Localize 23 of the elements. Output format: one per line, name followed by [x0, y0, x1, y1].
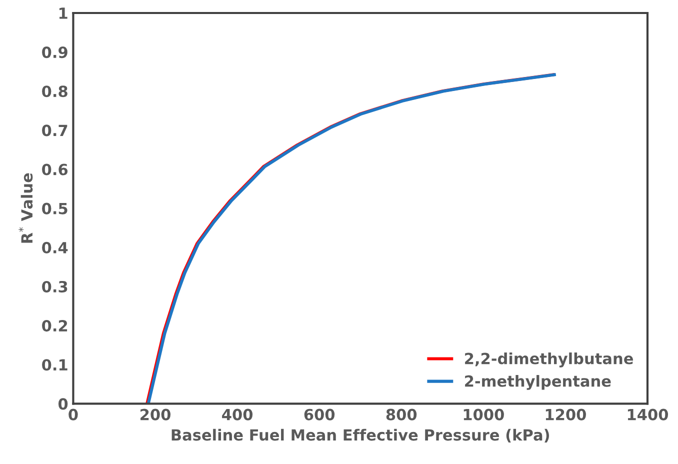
x-tick-label: 0 [68, 408, 78, 420]
legend-label: 2-methylpentane [465, 375, 611, 390]
y-tick-label: 0.9 [42, 46, 68, 58]
x-tick-label: 1200 [546, 408, 586, 420]
x-tick-label: 1000 [464, 408, 504, 420]
x-tick-label: 400 [222, 408, 253, 420]
y-tick-label: 0.7 [42, 124, 68, 136]
y-tick-label: 0.2 [42, 320, 68, 332]
legend-label: 2,2-dimethylbutane [465, 352, 634, 368]
y-tick-label: 0.3 [42, 280, 68, 292]
y-tick-label: 0.1 [42, 359, 68, 371]
x-axis-title: Baseline Fuel Mean Effective Pressure (kPa) [172, 428, 549, 443]
y-tick-label: 1 [59, 8, 68, 19]
y-tick-label: 0.5 [42, 202, 68, 214]
y-tick-label: 0.8 [42, 86, 68, 98]
x-tick-label: 200 [140, 408, 170, 420]
y-axis-title: R$^{*}$ Value [18, 173, 33, 243]
x-tick-label: 600 [304, 408, 335, 420]
x-tick-label: 800 [386, 408, 417, 420]
x-tick-label: 1400 [628, 408, 668, 420]
y-tick-label: 0.4 [42, 242, 68, 254]
y-tick-label: 0.6 [42, 164, 68, 176]
y-tick-label: 0 [58, 398, 68, 410]
